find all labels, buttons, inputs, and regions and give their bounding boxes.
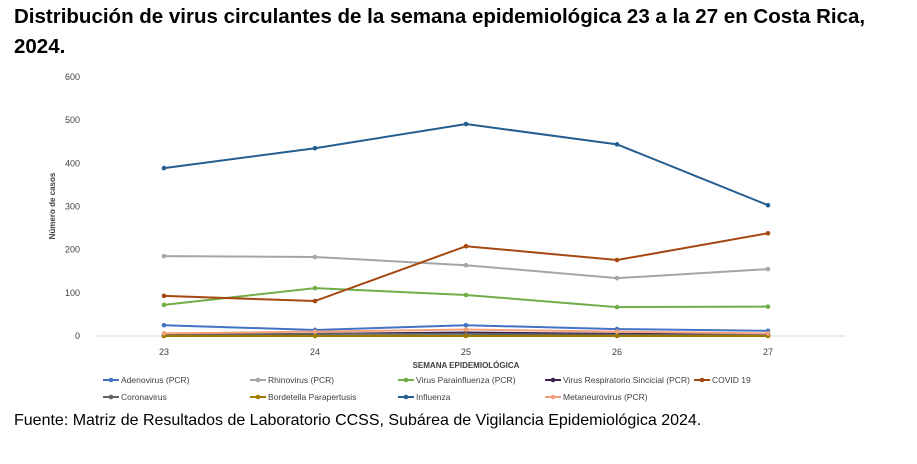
y-tick-label: 500 (65, 115, 80, 125)
data-point (463, 322, 469, 328)
legend-label: Coronavirus (121, 392, 167, 402)
legend-marker (403, 377, 409, 383)
data-point (312, 329, 318, 334)
x-tick-label: 27 (763, 347, 773, 357)
data-point (463, 243, 469, 249)
data-point (161, 322, 167, 328)
series-line (163, 123, 769, 207)
y-axis-title: Número de casos (48, 172, 57, 239)
legend-marker (550, 394, 556, 400)
x-tick-label: 26 (612, 347, 622, 357)
x-axis-title: SEMANA EPIDEMIOLÓGICA (413, 361, 520, 370)
data-point (161, 331, 167, 336)
legend-label: Metaneurovirus (PCR) (563, 392, 648, 402)
data-point (765, 304, 771, 309)
legend-label: Rhinovirus (PCR) (268, 375, 334, 385)
legend-label: Adenovirus (PCR) (121, 375, 190, 385)
legend-label: Virus Parainfluenza (PCR) (416, 375, 516, 385)
x-tick-label: 24 (310, 347, 320, 357)
data-point (312, 285, 318, 291)
data-point (765, 230, 771, 236)
data-point (463, 333, 469, 339)
data-point (614, 304, 620, 310)
data-point (614, 142, 620, 147)
data-point (161, 165, 167, 171)
data-point (614, 333, 620, 339)
legend-marker (108, 377, 114, 383)
data-point (614, 329, 620, 334)
data-point (463, 292, 469, 298)
series-line (163, 287, 769, 309)
legend-marker (108, 394, 114, 400)
data-point (614, 257, 620, 263)
legend-marker (255, 377, 261, 383)
line-chart: 0 100 200 300 400 500 600 23 24 25 26 27 SEMANA EPID… (48, 72, 845, 402)
legend-marker (699, 377, 705, 383)
data-point (463, 262, 469, 268)
legend-marker (403, 394, 409, 400)
legend-marker (550, 377, 556, 383)
data-point (463, 121, 469, 127)
y-tick-label: 200 (65, 245, 80, 255)
data-point (463, 327, 469, 332)
x-tick-label: 25 (461, 347, 471, 357)
data-point (161, 302, 167, 308)
legend-label: COVID 19 (712, 375, 751, 385)
legend-label: Bordetella Parapertusis (268, 392, 356, 402)
source-note: Fuente: Matriz de Resultados de Laborato… (14, 412, 702, 429)
y-tick-label: 300 (65, 202, 80, 212)
data-point (312, 145, 318, 151)
page-title: Distribución de virus circulantes de la … (14, 5, 866, 58)
y-tick-label: 100 (65, 288, 80, 298)
legend-label: Virus Respiratorio Sincicial (PCR) (563, 375, 690, 385)
data-point (312, 254, 318, 260)
data-point (765, 202, 771, 208)
y-tick-label: 600 (65, 72, 80, 82)
legend-label: Influenza (416, 392, 451, 402)
data-point (161, 253, 167, 259)
data-point (161, 293, 167, 299)
data-point (765, 266, 771, 272)
legend-marker (255, 394, 261, 400)
data-point (765, 331, 771, 336)
data-point (614, 275, 620, 281)
y-tick-label: 0 (75, 331, 80, 341)
y-tick-label: 400 (65, 158, 80, 168)
data-point (312, 333, 318, 339)
data-point (312, 298, 318, 304)
x-tick-label: 23 (159, 347, 169, 357)
